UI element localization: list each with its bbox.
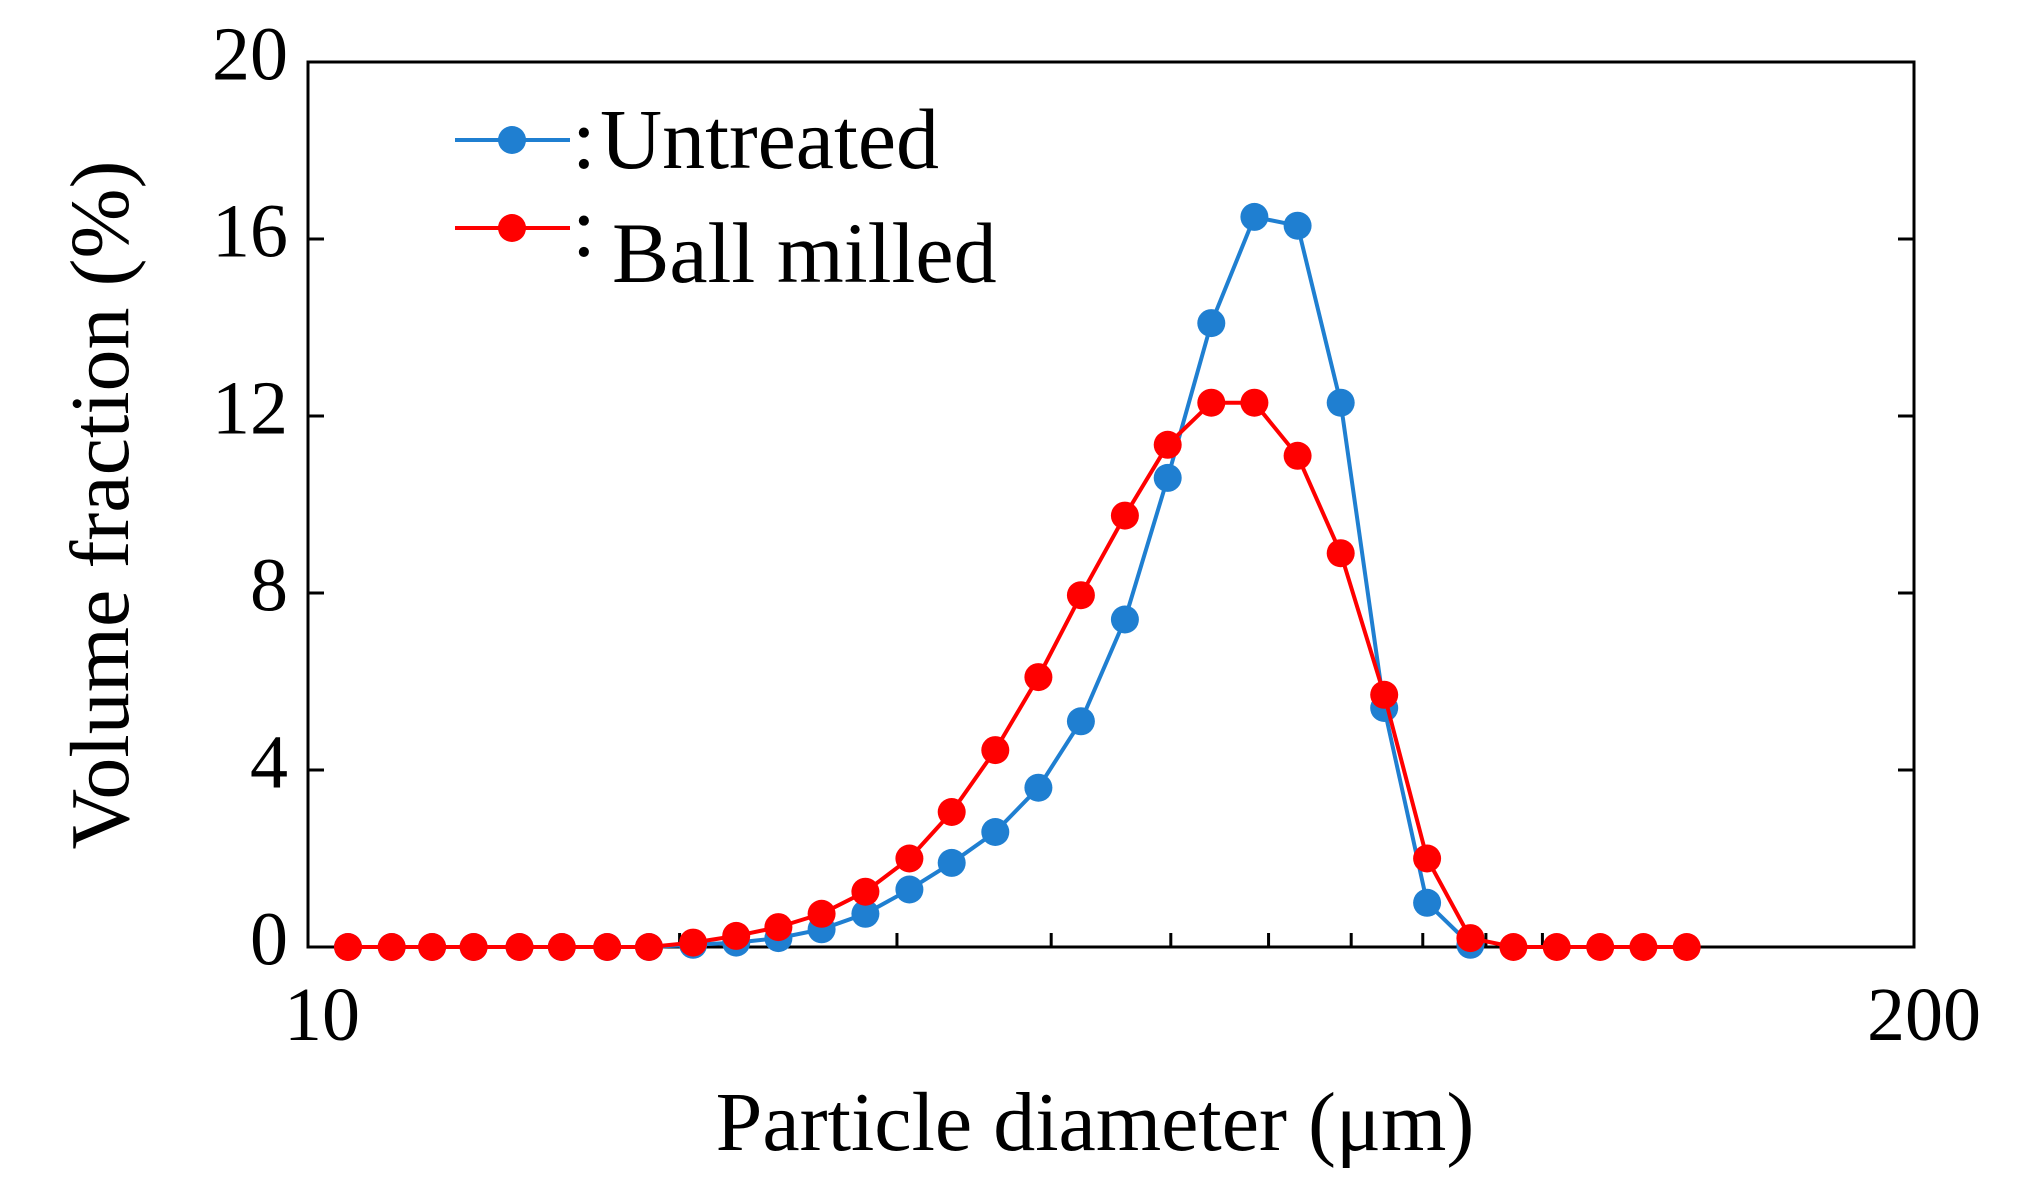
point-ball-milled-17 <box>1066 581 1095 610</box>
x-axis-tick-labels: 10 200 <box>284 973 1981 1057</box>
point-ball-milled-18 <box>1110 501 1139 530</box>
point-ball-milled-8 <box>679 928 708 957</box>
point-ball-milled-6 <box>593 933 622 961</box>
point-ball-milled-31 <box>1672 933 1701 961</box>
series-line-ball-milled <box>348 400 1687 949</box>
legend-label-ball-milled: Ball milled <box>612 205 997 301</box>
point-ball-milled-24 <box>1370 680 1399 709</box>
axis-ticks <box>308 60 1914 949</box>
point-ball-milled-20 <box>1197 388 1226 417</box>
point-ball-milled-9 <box>722 921 751 950</box>
point-ball-milled-13 <box>895 844 924 873</box>
legend-label-untreated: Untreated <box>600 91 939 187</box>
point-untreated-18 <box>1110 605 1139 634</box>
point-ball-milled-2 <box>418 933 447 961</box>
point-untreated-20 <box>1197 309 1226 338</box>
point-untreated-25 <box>1413 888 1442 917</box>
point-ball-milled-4 <box>505 933 534 961</box>
point-untreated-19 <box>1153 463 1182 492</box>
point-ball-milled-16 <box>1024 663 1053 692</box>
point-untreated-16 <box>1024 773 1053 802</box>
point-ball-milled-23 <box>1326 539 1355 568</box>
point-ball-milled-1 <box>377 933 406 961</box>
point-ball-milled-3 <box>459 933 488 961</box>
legend: : Untreated : Ball milled <box>455 91 997 301</box>
series-layer <box>334 202 1701 961</box>
y-tick-label-20: 20 <box>212 12 288 96</box>
point-untreated-13 <box>895 875 924 904</box>
legend-marker-untreated <box>498 126 526 154</box>
legend-separator-ball-milled: : <box>572 179 596 275</box>
point-ball-milled-22 <box>1283 441 1312 470</box>
point-ball-milled-30 <box>1629 933 1658 961</box>
point-ball-milled-11 <box>807 899 836 928</box>
y-tick-label-4: 4 <box>250 720 288 804</box>
point-ball-milled-25 <box>1413 844 1442 873</box>
y-tick-label-16: 16 <box>212 189 288 273</box>
y-axis-title: Volume fraction (%) <box>54 161 147 850</box>
x-axis-title: Particle diameter (μm) <box>716 1076 1475 1169</box>
point-ball-milled-28 <box>1542 933 1571 961</box>
point-ball-milled-12 <box>851 877 880 906</box>
point-ball-milled-27 <box>1499 933 1528 961</box>
point-untreated-21 <box>1240 202 1269 231</box>
point-ball-milled-14 <box>937 798 966 826</box>
y-tick-label-0: 0 <box>250 897 288 981</box>
point-ball-milled-10 <box>764 913 793 942</box>
point-ball-milled-5 <box>547 933 576 961</box>
y-tick-label-12: 12 <box>212 366 288 450</box>
series-line-untreated <box>348 214 1472 949</box>
point-ball-milled-19 <box>1153 430 1182 459</box>
point-ball-milled-7 <box>635 933 663 961</box>
x-tick-label-10: 10 <box>284 973 360 1057</box>
point-ball-milled-0 <box>334 933 362 961</box>
point-untreated-23 <box>1326 388 1355 417</box>
point-untreated-12 <box>851 899 880 928</box>
point-ball-milled-21 <box>1240 388 1269 417</box>
plot-frame <box>306 60 1916 949</box>
point-untreated-22 <box>1283 211 1312 240</box>
y-axis-tick-labels: 0 4 8 12 16 20 <box>212 12 288 981</box>
x-tick-label-200: 200 <box>1867 973 1981 1057</box>
y-tick-label-8: 8 <box>250 543 288 627</box>
point-untreated-14 <box>937 848 966 877</box>
point-untreated-17 <box>1066 707 1095 736</box>
legend-separator-untreated: : <box>572 91 596 187</box>
point-untreated-15 <box>981 818 1010 846</box>
point-ball-milled-26 <box>1456 924 1485 953</box>
point-ball-milled-15 <box>981 736 1010 765</box>
point-ball-milled-29 <box>1586 933 1615 961</box>
legend-marker-ball-milled <box>498 214 526 242</box>
